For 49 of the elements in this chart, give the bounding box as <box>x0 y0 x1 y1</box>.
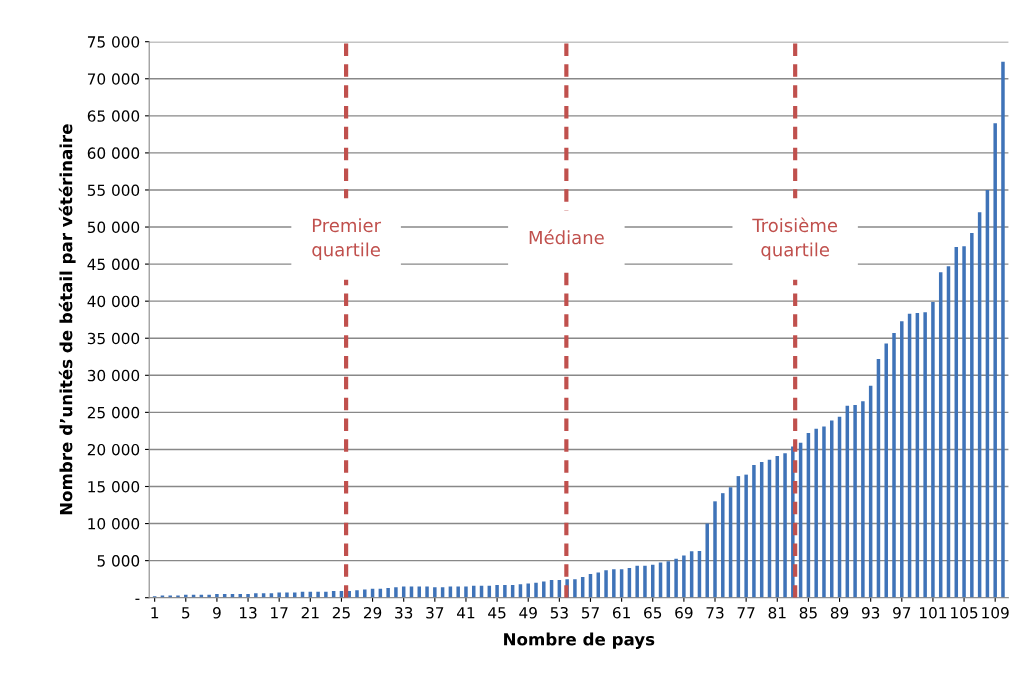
y-tick-label: 60 000 <box>87 147 140 159</box>
y-tick-label: 45 000 <box>87 258 140 271</box>
x-tick-label: 61 <box>612 607 630 619</box>
y-tick-label: 40 000 <box>87 295 140 308</box>
x-tick-label: 41 <box>456 607 475 619</box>
x-tick-label: 45 <box>488 607 506 619</box>
y-tick-label: 5 000 <box>97 555 140 567</box>
x-tick-label: 101 <box>920 607 947 619</box>
x-tick-label: 109 <box>982 607 1009 619</box>
x-tick-label: 57 <box>581 607 599 619</box>
x-tick-label: 105 <box>951 607 978 619</box>
x-tick-label: 81 <box>768 607 786 619</box>
y-tick-label: 25 000 <box>87 406 140 419</box>
ref-line-label: Médiane <box>529 229 604 245</box>
x-tick-label: 69 <box>675 607 693 619</box>
x-tick-label: 65 <box>644 607 662 619</box>
x-tick-label: 29 <box>363 607 382 619</box>
y-tick-label: 15 000 <box>88 480 140 493</box>
y-tick-label: 20 000 <box>87 443 140 456</box>
ref-line-label: Troisième quartile <box>752 217 838 260</box>
x-tick-label: 37 <box>426 607 444 619</box>
y-tick-label: 50 000 <box>87 221 140 234</box>
y-tick-label: 65 000 <box>87 110 140 122</box>
x-tick-label: 49 <box>519 607 537 619</box>
x-tick-label: 85 <box>799 607 817 619</box>
x-tick-label: 93 <box>861 607 880 619</box>
x-tick-label: 89 <box>830 607 849 619</box>
ref-line-label: Premier quartile <box>312 218 382 260</box>
y-tick-label: 55 000 <box>87 184 140 196</box>
x-tick-label: 73 <box>706 607 724 619</box>
y-tick-label: 70 000 <box>87 73 140 85</box>
x-tick-label: 5 <box>182 607 190 619</box>
y-tick-label: 35 000 <box>87 332 140 345</box>
y-tick-label: 10 000 <box>88 518 140 530</box>
x-tick-label: 53 <box>550 607 568 619</box>
x-tick-label: 21 <box>301 607 319 619</box>
y-tick-label: - <box>135 598 140 600</box>
x-tick-label: 77 <box>737 607 755 619</box>
x-tick-label: 13 <box>240 607 257 619</box>
x-tick-label: 1 <box>151 607 159 619</box>
x-tick-label: 17 <box>271 607 288 619</box>
x-tick-label: 33 <box>395 607 413 619</box>
x-tick-label: 97 <box>893 607 911 619</box>
x-axis-title: Nombre de pays <box>504 632 655 649</box>
y-tick-label: 75 000 <box>87 36 140 48</box>
y-axis-title: Nombre d’unités de bétail par vétérinaire <box>58 124 76 515</box>
y-tick-label: 30 000 <box>87 369 140 382</box>
x-tick-label: 25 <box>332 607 350 619</box>
x-tick-label: 9 <box>213 607 221 619</box>
